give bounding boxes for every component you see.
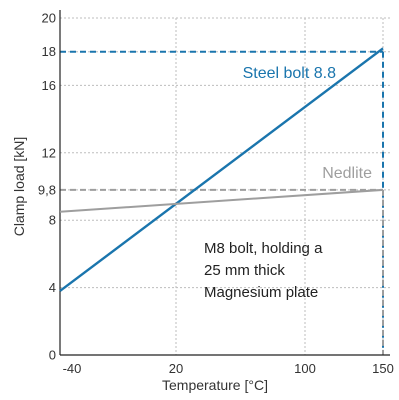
y-tick-label: 16 [42, 78, 56, 93]
y-tick-label: 18 [42, 44, 56, 59]
series-line-1 [59, 188, 384, 213]
x-axis-label: Temperature [°C] [162, 377, 268, 393]
annotation-line-2: Magnesium plate [204, 284, 318, 301]
series-line-0 [59, 47, 384, 292]
annotation-line-1: 25 mm thick [204, 262, 285, 279]
labels: 0 4 8 9,8 12 16 18 20 -40 20 100 150 Temperature [°C… [11, 11, 394, 394]
grid [60, 17, 390, 355]
x-tick-label: 100 [294, 361, 316, 376]
y-tick-label: 9,8 [38, 182, 56, 197]
y-tick-label: 8 [49, 213, 56, 228]
y-tick-label: 20 [42, 11, 56, 26]
y-axis-label: Clamp load [kN] [11, 137, 27, 237]
x-tick-label: -40 [63, 361, 82, 376]
y-tick-label: 4 [49, 280, 56, 295]
y-tick-label: 12 [42, 145, 56, 160]
series-label-0: Steel bolt 8.8 [243, 65, 337, 82]
axes [59, 10, 390, 356]
annotation-line-0: M8 bolt, holding a [204, 240, 323, 257]
x-tick-label: 20 [169, 361, 183, 376]
series-lines [59, 47, 384, 292]
x-tick-label: 150 [372, 361, 394, 376]
reference-lines [60, 50, 384, 355]
y-tick-label: 0 [49, 348, 56, 363]
series-label-1: Nedlite [322, 165, 372, 182]
